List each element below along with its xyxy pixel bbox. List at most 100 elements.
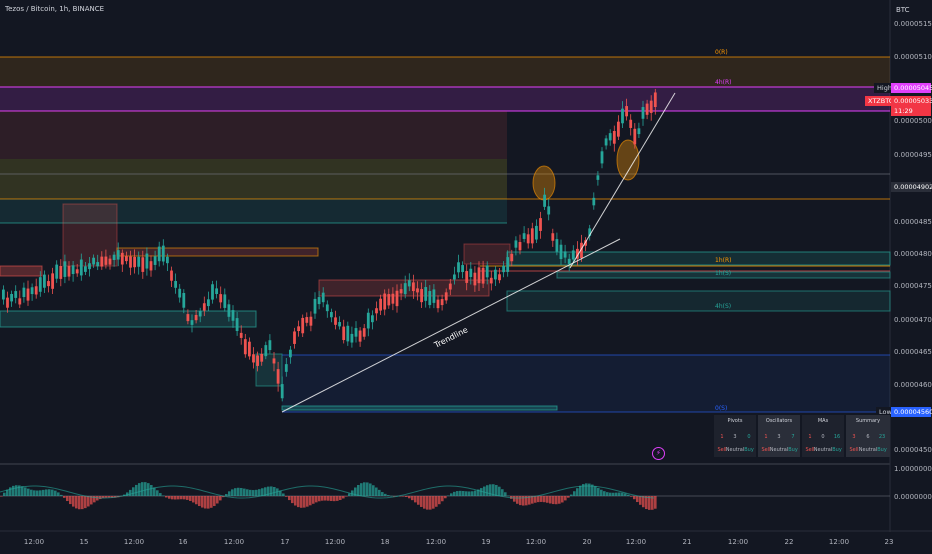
candle-body <box>166 256 169 264</box>
candle-body <box>252 354 255 363</box>
oscillator-bar <box>198 496 201 507</box>
candle-body <box>596 175 600 180</box>
candle-body <box>403 283 407 295</box>
candle-body <box>305 317 309 323</box>
candle-body <box>338 322 341 327</box>
oscillator-bar <box>15 485 18 496</box>
oscillator-bar <box>240 487 243 496</box>
summary-header: Summary <box>855 418 881 424</box>
candle-body <box>416 288 419 293</box>
high-tag-value: 0.00005045 <box>891 83 932 93</box>
oscillator-bar <box>417 496 420 505</box>
candle-body <box>248 341 251 357</box>
oscillator-bar <box>381 492 384 496</box>
candle-body <box>535 225 538 240</box>
candle-body <box>653 92 657 108</box>
trendline-steep[interactable] <box>569 92 676 269</box>
lightning-icon[interactable]: ⚡ <box>652 447 665 460</box>
candle-body <box>51 273 54 289</box>
candle-body <box>235 318 239 332</box>
candle-body <box>526 234 530 244</box>
oscillator-bar <box>225 494 228 496</box>
oscillator-bar <box>60 494 63 496</box>
oscillator-bar <box>552 496 555 505</box>
candle-body <box>325 304 329 312</box>
pivots-header: Pivots <box>727 418 743 424</box>
candle-body <box>30 287 34 295</box>
candle-body <box>428 291 432 306</box>
oscillator-bar <box>426 496 429 510</box>
candle-body <box>289 349 292 358</box>
candle-body <box>264 345 268 357</box>
oscillator-bar <box>228 491 231 496</box>
time-label: 21 <box>682 538 692 546</box>
green-zone-upper <box>0 199 507 223</box>
candle-body <box>96 262 100 267</box>
candle-body <box>317 297 321 305</box>
oscillator-bar <box>78 496 81 510</box>
oscillator-bar <box>645 496 648 510</box>
oscillator-bar <box>525 496 528 506</box>
candle-body <box>190 320 194 325</box>
oscillator-bar <box>93 496 96 503</box>
candle-body <box>395 290 399 307</box>
candle-body <box>375 308 378 314</box>
oscillator-bar <box>339 496 342 501</box>
oscillator-bar <box>483 486 486 496</box>
mas-column: MAs 1 0 16 Sell Neutral Buy <box>802 415 844 457</box>
oscillator-bar <box>12 485 15 496</box>
oscillator-bar <box>165 496 168 498</box>
candle-body <box>629 119 633 128</box>
candle-body <box>239 332 243 338</box>
candle-body <box>592 197 596 206</box>
red-box-top-mid <box>463 243 511 265</box>
oscillator-bar <box>474 490 477 496</box>
oscillator-bar <box>603 491 606 496</box>
oscillator-bar <box>522 496 525 506</box>
candle-body <box>362 328 366 337</box>
oscillator-bar <box>348 493 351 496</box>
candle-body <box>268 340 272 351</box>
candle-body <box>120 252 124 265</box>
oscillator-bar <box>564 496 567 501</box>
oscillator-bar <box>294 496 297 506</box>
candle-body <box>178 288 182 298</box>
oscillator-bar <box>516 496 519 504</box>
candle-body <box>604 138 608 146</box>
candle-body <box>116 250 120 260</box>
level-1hs: 1h(S) <box>715 270 731 277</box>
oscillator-bar <box>654 496 657 509</box>
candle-body <box>26 288 30 301</box>
oscillator-bar <box>498 486 501 496</box>
mas-buy-label: Buy <box>832 447 842 453</box>
candle-body <box>256 355 259 366</box>
oscillator-bar <box>246 489 249 496</box>
candle-body <box>633 128 637 145</box>
candle-body <box>157 246 161 262</box>
summary-buy-count: 23 <box>878 434 886 440</box>
oscillator-bar <box>72 496 75 507</box>
green-box-bottom <box>281 405 558 411</box>
oscillator-bar <box>138 483 141 496</box>
oscillator-bar <box>30 489 33 496</box>
time-label: 17 <box>280 538 290 546</box>
oscillator-bar <box>612 492 615 496</box>
candle-body <box>149 261 153 271</box>
oscillator-bar <box>162 495 165 497</box>
oscillator-bar <box>639 496 642 505</box>
support-zone-4h <box>506 290 891 312</box>
candle-body <box>137 256 141 267</box>
time-label: 12:00 <box>625 538 647 546</box>
oscillator-bar <box>189 496 192 501</box>
oscillator-bar <box>390 495 393 497</box>
oscillator-bar <box>549 496 552 504</box>
countdown-tag: 11:29 <box>891 106 931 116</box>
trendline-main[interactable] <box>281 238 621 413</box>
candle-body <box>494 269 497 280</box>
pivots-neutral-label: Neutral <box>725 447 745 453</box>
oscillator-bar <box>495 485 498 496</box>
oscillator-bar <box>252 490 255 496</box>
